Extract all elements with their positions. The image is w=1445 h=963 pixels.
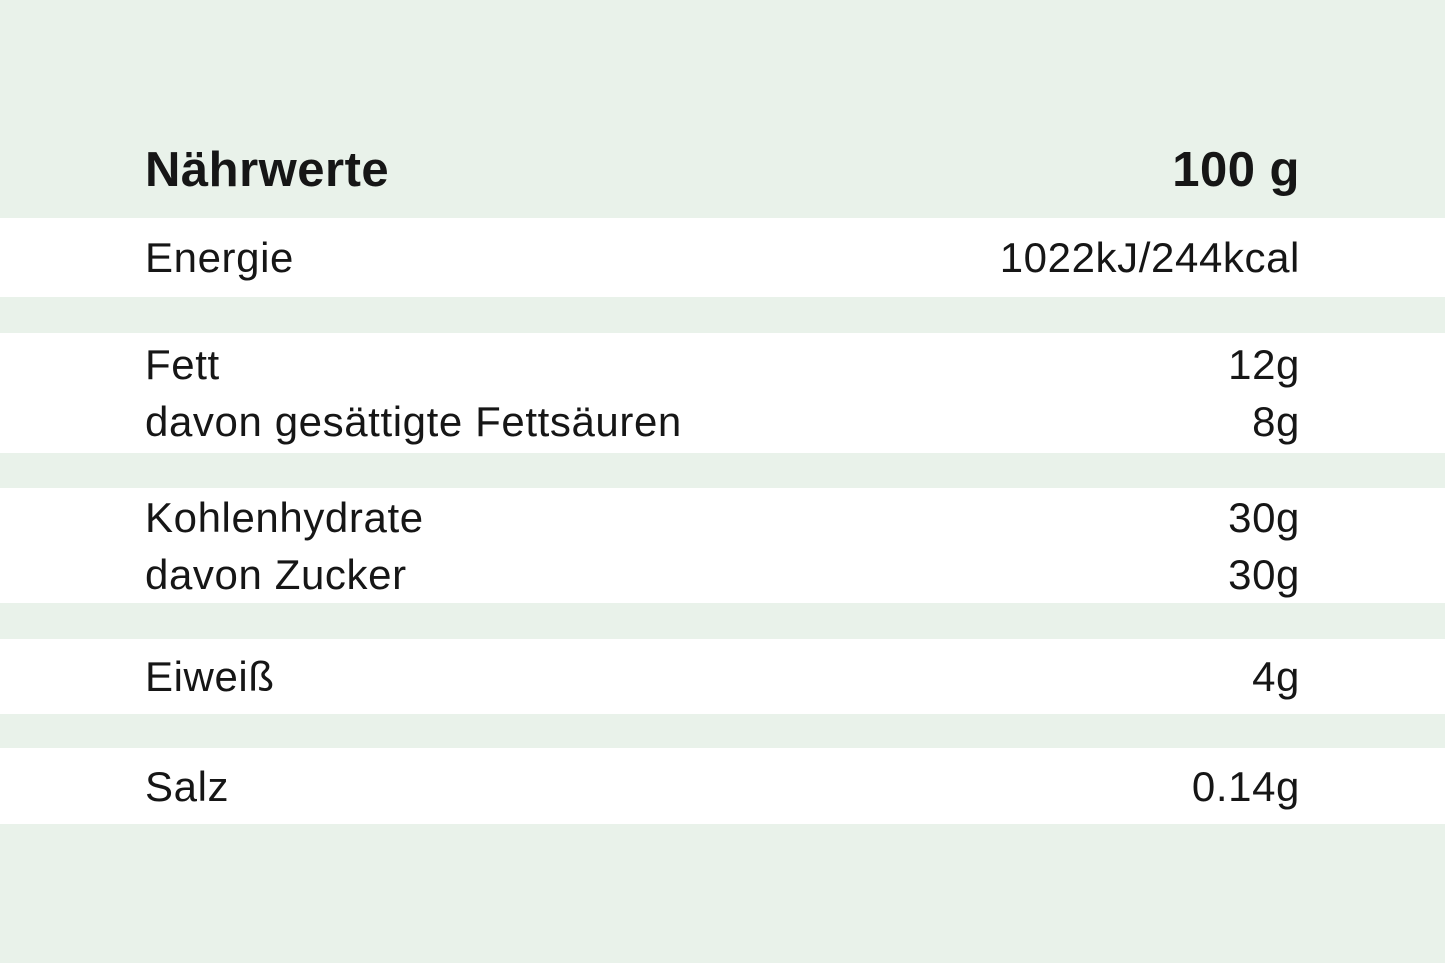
nutrition-subline: davon gesättigte Fettsäuren 8g [145, 393, 1300, 450]
nutrition-row-energie: Energie 1022kJ/244kcal [0, 218, 1445, 297]
row-value: 1022kJ/244kcal [999, 234, 1300, 281]
nutrition-title: Nährwerte [145, 143, 390, 197]
row-label: Fett [145, 341, 220, 388]
serving-size: 100 g [1172, 143, 1300, 197]
nutrition-line: Salz 0.14g [145, 758, 1300, 815]
row-label: Eiweiß [145, 653, 275, 700]
row-label: Salz [145, 762, 230, 810]
nutrition-line: Fett 12g [145, 336, 1300, 393]
row-label: Kohlenhydrate [145, 493, 424, 541]
nutrition-row-kohlenhydrate: Kohlenhydrate 30g davon Zucker 30g [0, 488, 1445, 603]
row-value: 0.14g [1191, 762, 1300, 810]
nutrition-line: Eiweiß 4g [145, 648, 1300, 705]
nutrition-row-fett: Fett 12g davon gesättigte Fettsäuren 8g [0, 333, 1445, 453]
row-value: 12g [1228, 341, 1300, 388]
nutrition-subline: davon Zucker 30g [145, 546, 1300, 603]
row-value: 8g [1252, 398, 1300, 445]
nutrition-rows: Energie 1022kJ/244kcal Fett 12g davon ge… [0, 218, 1445, 824]
row-value: 4g [1252, 653, 1300, 700]
nutrition-row-salz: Salz 0.14g [0, 748, 1445, 824]
nutrition-header: Nährwerte 100 g [0, 0, 1445, 218]
nutrition-line: Kohlenhydrate 30g [145, 489, 1300, 546]
nutrition-row-eiweiss: Eiweiß 4g [0, 639, 1445, 714]
row-label: Energie [145, 234, 294, 281]
nutrition-line: Energie 1022kJ/244kcal [145, 229, 1300, 286]
row-label: davon gesättigte Fettsäuren [145, 398, 682, 445]
row-value: 30g [1228, 493, 1300, 541]
row-label: davon Zucker [145, 550, 407, 598]
row-value: 30g [1228, 550, 1300, 598]
